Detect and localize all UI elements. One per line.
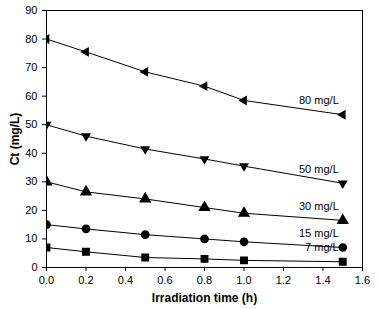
svg-text:30: 30 [25, 175, 37, 187]
svg-text:0.6: 0.6 [157, 274, 172, 286]
svg-text:50 mg/L: 50 mg/L [299, 163, 339, 175]
svg-text:15 mg/L: 15 mg/L [299, 227, 339, 239]
svg-text:10: 10 [25, 232, 37, 244]
svg-text:60: 60 [25, 90, 37, 102]
svg-text:80 mg/L: 80 mg/L [299, 94, 339, 106]
svg-text:0.0: 0.0 [39, 274, 54, 286]
svg-text:20: 20 [25, 204, 37, 216]
svg-text:7 mg/L: 7 mg/L [305, 241, 339, 253]
svg-text:1.0: 1.0 [236, 274, 251, 286]
svg-text:0.8: 0.8 [197, 274, 212, 286]
svg-text:80: 80 [25, 33, 37, 45]
svg-text:50: 50 [25, 118, 37, 130]
svg-text:90: 90 [25, 4, 37, 16]
svg-text:Ct (mg/L): Ct (mg/L) [8, 113, 22, 166]
svg-text:0.4: 0.4 [118, 274, 133, 286]
svg-text:0.2: 0.2 [78, 274, 93, 286]
svg-text:1.2: 1.2 [276, 274, 291, 286]
svg-text:1.6: 1.6 [355, 274, 370, 286]
svg-text:1.4: 1.4 [315, 274, 330, 286]
svg-text:40: 40 [25, 147, 37, 159]
svg-text:0: 0 [31, 261, 37, 273]
svg-text:Irradiation time (h): Irradiation time (h) [152, 291, 257, 305]
svg-text:70: 70 [25, 61, 37, 73]
svg-text:30 mg/L: 30 mg/L [299, 200, 339, 212]
